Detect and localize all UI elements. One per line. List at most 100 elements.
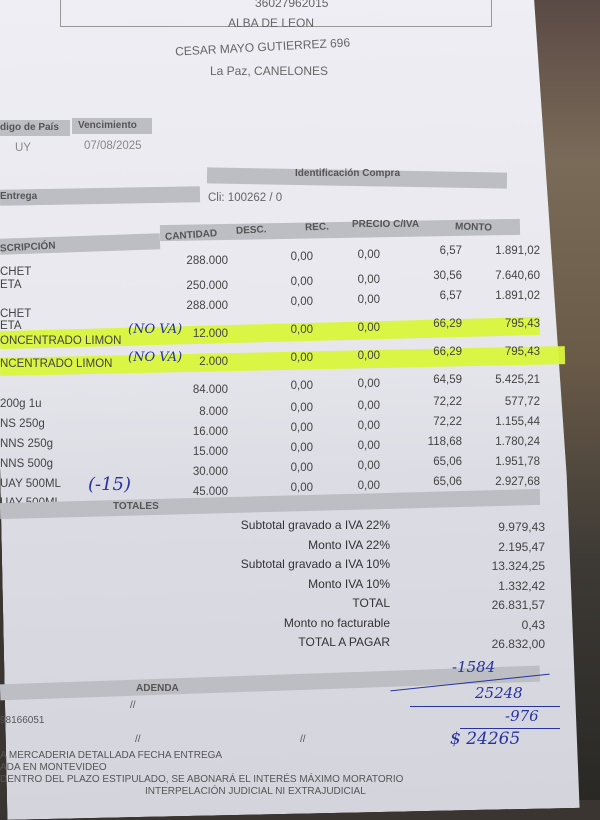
cell-amount: 577,72 (504, 396, 540, 408)
footer-line-4: INTERPELACIÓN JUDICIAL NI EXTRAJUDICIAL (145, 786, 366, 797)
cell-qty: 8.000 (199, 406, 228, 418)
cell-desc-pct: 0,00 (290, 380, 313, 392)
totals-value-2: 13.324,25 (491, 559, 545, 573)
column-header: PRECIO C/IVA (352, 219, 420, 230)
cell-desc-pct: 0,00 (290, 482, 313, 494)
cell-price: 65,06 (433, 476, 462, 488)
cell-amount: 5.425,21 (495, 374, 540, 386)
cell-desc-pct: 0,00 (290, 324, 313, 336)
cell-rec: 0,00 (357, 440, 380, 452)
delivery-label: Entrega (0, 191, 38, 202)
handwritten-final: $ 24265 (450, 729, 521, 749)
row-description: NNS 250g (0, 438, 54, 450)
business-city: La Paz, CANELONES (210, 64, 329, 78)
adenda-slash-1: // (130, 700, 136, 711)
cell-price: 65,06 (433, 456, 462, 468)
cell-desc-pct: 0,00 (290, 402, 313, 414)
cell-desc-pct: 0,00 (290, 251, 313, 263)
cell-amount: 7.640,60 (495, 270, 540, 282)
totals-label-2: Subtotal gravado a IVA 10% (240, 557, 390, 571)
cell-price: 118,68 (427, 436, 462, 448)
handwritten-underline-3 (460, 728, 560, 729)
header-number: 36027962015 (255, 0, 329, 10)
due-date: 07/08/2025 (84, 140, 142, 152)
due-date-label: Vencimiento (78, 120, 137, 131)
cell-qty: 12.000 (192, 328, 228, 340)
totals-value-6: 26.832,00 (491, 637, 545, 651)
totals-value-0: 9.979,43 (498, 520, 545, 534)
cell-qty: 2.000 (199, 356, 228, 368)
cell-price: 6,57 (439, 245, 462, 257)
handwritten-deduction-2: -976 (505, 707, 539, 725)
cell-rec: 0,00 (357, 378, 380, 390)
cell-desc-pct: 0,00 (290, 462, 313, 474)
cell-rec: 0,00 (357, 274, 380, 286)
cell-qty: 15.000 (192, 446, 228, 458)
totals-value-4: 26.831,57 (491, 598, 545, 612)
cell-rec: 0,00 (357, 350, 380, 362)
cell-amount: 1.780,24 (495, 436, 540, 448)
adenda-code: 98166051 (0, 715, 45, 726)
row-description: NNS 500g (0, 458, 54, 470)
due-label-bar (72, 118, 152, 134)
adenda-slash-3: // (300, 734, 306, 745)
cell-price: 30,56 (433, 270, 462, 282)
cell-desc-pct: 0,00 (290, 276, 313, 288)
cell-amount: 2.927,68 (495, 476, 540, 488)
cell-desc-pct: 0,00 (290, 296, 313, 308)
column-header: MONTO (454, 221, 493, 234)
totals-label: TOTALES (113, 501, 159, 512)
cell-desc-pct: 0,00 (290, 352, 313, 364)
cell-rec: 0,00 (357, 460, 380, 472)
totals-value-3: 1.332,42 (498, 578, 545, 593)
cell-rec: 0,00 (357, 294, 380, 306)
cell-price: 6,57 (439, 290, 462, 302)
cell-rec: 0,00 (357, 249, 380, 261)
row-description: NS 250g (0, 418, 45, 430)
totals-value-1: 2.195,47 (498, 539, 545, 554)
totals-label-5: Monto no facturable (283, 615, 390, 630)
handwritten-note: (NO VA) (128, 322, 183, 337)
cell-price: 66,29 (433, 318, 462, 330)
cell-qty: 288.000 (186, 255, 228, 267)
cell-rec: 0,00 (357, 400, 380, 412)
totals-label-4: TOTAL (352, 596, 390, 610)
row-description: UAY 500ML (0, 478, 61, 490)
cell-qty: 16.000 (192, 426, 228, 438)
totals-label-0: Subtotal gravado a IVA 22% (240, 518, 390, 532)
footer-line-2: ADA EN MONTEVIDEO (0, 762, 107, 773)
cell-amount: 1.891,02 (495, 245, 540, 257)
footer-line-3: DENTRO DEL PLAZO ESTIPULADO, SE ABONARÁ … (0, 774, 404, 785)
handwritten-subtotal: 25248 (475, 684, 523, 702)
cell-desc-pct: 0,00 (290, 442, 313, 454)
cell-qty: 45.000 (192, 486, 228, 498)
totals-label-3: Monto IVA 10% (308, 576, 390, 591)
cell-amount: 795,43 (504, 346, 540, 358)
cell-qty: 288.000 (186, 300, 228, 312)
adenda-slash-2: // (135, 734, 141, 745)
cell-desc-pct: 0,00 (290, 422, 313, 434)
country-label-bar (0, 120, 70, 136)
row-description-prefix: CHET ETA (0, 308, 32, 332)
cell-price: 72,22 (433, 396, 462, 408)
header-box (60, 0, 492, 27)
row-description: NCENTRADO LIMON (0, 358, 113, 370)
cell-amount: 1.951,78 (495, 456, 540, 468)
business-name: ALBA DE LEON (228, 16, 315, 30)
row-description: CHET ETA (0, 266, 32, 291)
handwritten-note: (NO VA) (128, 350, 183, 365)
country-code: UY (15, 142, 31, 154)
handwritten-deduction-1: -1584 (452, 658, 496, 676)
cell-price: 66,29 (433, 346, 462, 358)
cell-price: 64,59 (433, 374, 462, 386)
cell-qty: 84.000 (192, 384, 228, 396)
cell-amount: 795,43 (504, 318, 540, 330)
column-header: REC. (304, 221, 330, 234)
handwritten-underline-2 (410, 706, 560, 707)
totals-label-1: Monto IVA 22% (308, 537, 390, 552)
column-header: DESC. (235, 224, 267, 237)
cell-price: 72,22 (433, 416, 462, 428)
country-code-label: digo de País (0, 122, 59, 133)
cell-rec: 0,00 (357, 322, 380, 334)
purchase-id: Cli: 100262 / 0 (208, 192, 283, 204)
